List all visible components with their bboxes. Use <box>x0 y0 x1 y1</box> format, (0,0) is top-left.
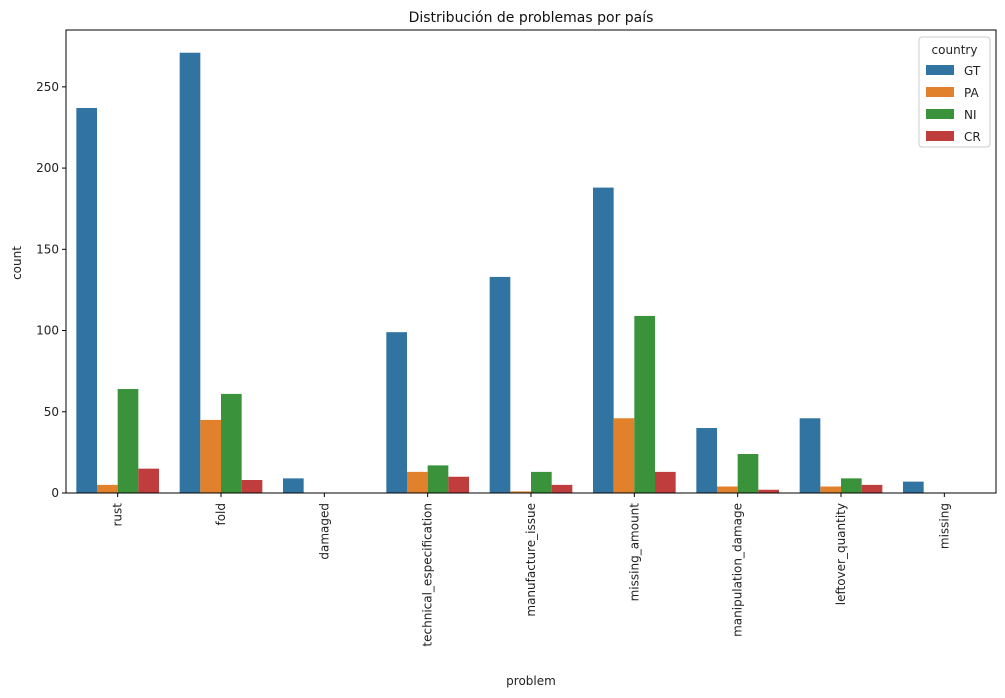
bar-NI-manufacture_issue <box>531 471 552 493</box>
legend-label-CR: CR <box>964 130 981 144</box>
bar-PA-missing_amount <box>613 418 635 493</box>
bar-PA-manufacture_issue <box>510 491 531 493</box>
bar-GT-rust <box>76 107 97 494</box>
bar-PA-rust <box>97 484 118 493</box>
bar-NI-missing_amount <box>634 315 655 493</box>
legend: country GT PA NI CR <box>918 36 991 148</box>
y-tick-label: 150 <box>36 242 59 256</box>
x-tick-label-technical_especification: technical_especification <box>421 503 435 647</box>
y-tick-label: 250 <box>36 80 59 94</box>
legend-swatch-GT <box>926 65 954 75</box>
bar-PA-fold <box>200 419 221 493</box>
x-tick-label-damaged: damaged <box>317 503 331 560</box>
bar-GT-manufacture_issue <box>489 276 511 493</box>
x-tick-label-fold: fold <box>214 503 228 526</box>
y-tick-label: 0 <box>51 486 59 500</box>
y-tick-label: 200 <box>36 161 59 175</box>
x-tick-label-manufacture_issue: manufacture_issue <box>524 503 538 617</box>
bar-NI-fold <box>221 393 242 493</box>
y-tick-label: 100 <box>36 324 59 338</box>
x-tick-label-missing_amount: missing_amount <box>627 503 641 602</box>
y-tick-label: 50 <box>44 405 59 419</box>
bar-PA-technical_especification <box>407 471 428 493</box>
bar-NI-manipulation_damage <box>737 454 759 493</box>
legend-box <box>918 36 991 148</box>
legend-title: country <box>932 43 978 57</box>
legend-label-GT: GT <box>964 64 981 78</box>
x-axis: rust fold damaged technical_especification m… <box>111 493 951 647</box>
bar-CR-technical_especification <box>448 476 469 493</box>
bar-GT-damaged <box>283 478 304 493</box>
x-tick-label-missing: missing <box>937 503 951 549</box>
bar-CR-rust <box>138 468 159 493</box>
x-axis-label: problem <box>506 674 556 688</box>
bar-GT-manipulation_damage <box>696 428 717 493</box>
bar-CR-manufacture_issue <box>551 484 573 493</box>
x-tick-label-rust: rust <box>111 503 125 527</box>
bar-GT-leftover_quantity <box>799 418 821 493</box>
legend-label-PA: PA <box>964 86 979 100</box>
y-axis: 0 50 100 150 200 250 <box>36 80 66 500</box>
x-tick-label-manipulation_damage: manipulation_damage <box>731 503 745 637</box>
bar-GT-fold <box>179 52 201 493</box>
bar-PA-leftover_quantity <box>820 486 841 493</box>
bar-CR-leftover_quantity <box>861 484 883 493</box>
y-axis-label: count <box>10 246 24 280</box>
bar-CR-manipulation_damage <box>758 489 779 493</box>
x-tick-label-leftover_quantity: leftover_quantity <box>834 503 848 605</box>
bar-GT-missing_amount <box>593 187 614 493</box>
bar-GT-technical_especification <box>386 332 407 493</box>
bar-CR-fold <box>241 480 263 493</box>
bar-NI-rust <box>117 389 139 493</box>
bars <box>76 52 924 494</box>
bar-NI-leftover_quantity <box>841 478 862 493</box>
legend-swatch-NI <box>926 109 954 119</box>
bar-PA-manipulation_damage <box>717 486 738 493</box>
chart-title: Distribución de problemas por país <box>409 10 654 26</box>
bar-CR-missing_amount <box>655 471 676 493</box>
legend-swatch-PA <box>926 87 954 97</box>
bar-NI-technical_especification <box>427 465 449 493</box>
legend-swatch-CR <box>926 131 954 141</box>
bar-GT-missing <box>903 481 924 493</box>
legend-label-NI: NI <box>964 108 977 122</box>
